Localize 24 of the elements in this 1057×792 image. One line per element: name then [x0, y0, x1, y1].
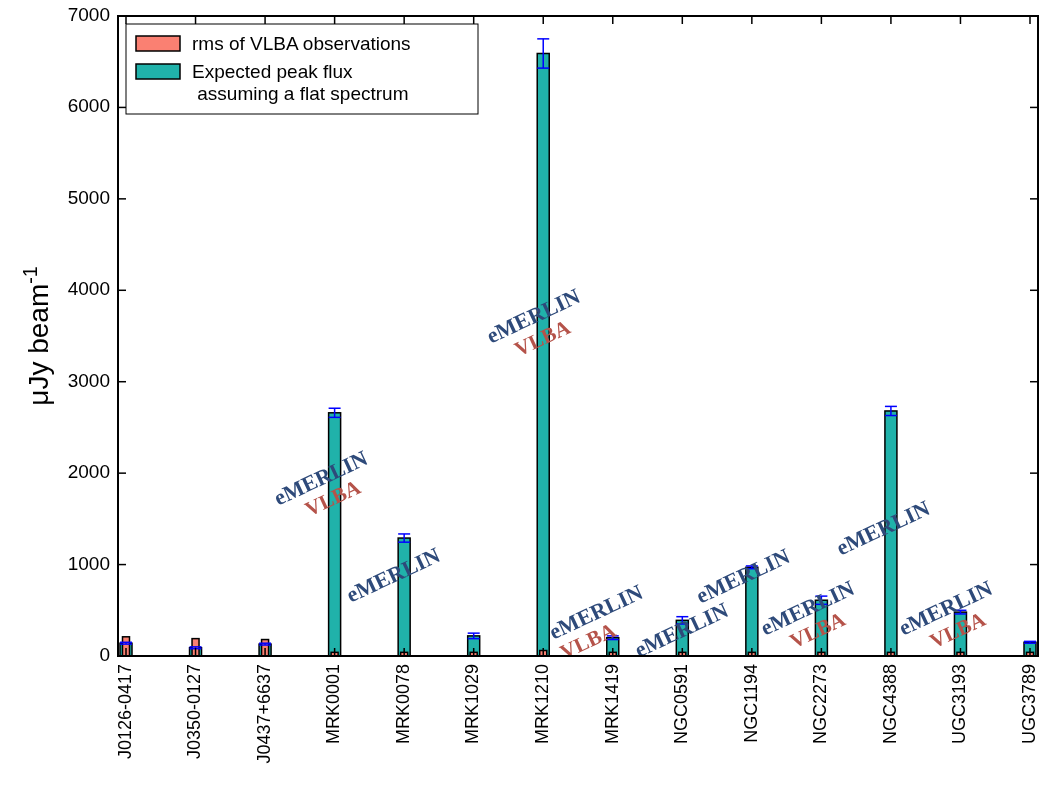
- x-tick-label: MRK0001: [323, 664, 344, 745]
- y-tick-label: 3000: [67, 369, 110, 391]
- x-tick-label: J0437+6637: [253, 664, 274, 764]
- y-tick-label: 4000: [67, 278, 110, 300]
- x-tick-label: NGC2273: [810, 664, 831, 745]
- x-tick-label: UGC3193: [949, 664, 970, 745]
- x-tick-label: MRK1029: [462, 664, 483, 745]
- x-tick-label: MRK0078: [392, 664, 413, 745]
- x-tick-label: J0350-0127: [184, 664, 205, 760]
- x-tick-label: NGC4388: [879, 664, 900, 745]
- x-tick-label: MRK1210: [531, 664, 552, 745]
- x-tick-label: UGC3789: [1018, 664, 1039, 745]
- y-tick-label: 5000: [67, 186, 110, 208]
- x-tick-label: NGC1194: [740, 664, 761, 743]
- legend-label: Expected peak flux assuming a flat spectrum: [192, 61, 409, 104]
- y-tick-label: 1000: [67, 552, 110, 574]
- legend-label: rms of VLBA observations: [192, 33, 411, 54]
- x-tick-label: NGC0591: [671, 664, 692, 745]
- y-tick-label: 2000: [67, 461, 110, 483]
- y-tick-label: 7000: [67, 4, 110, 26]
- y-tick-label: 6000: [67, 95, 110, 117]
- x-tick-label: MRK1419: [601, 664, 622, 745]
- x-tick-label: J0126-0417: [114, 664, 135, 760]
- y-tick-label: 0: [99, 644, 110, 666]
